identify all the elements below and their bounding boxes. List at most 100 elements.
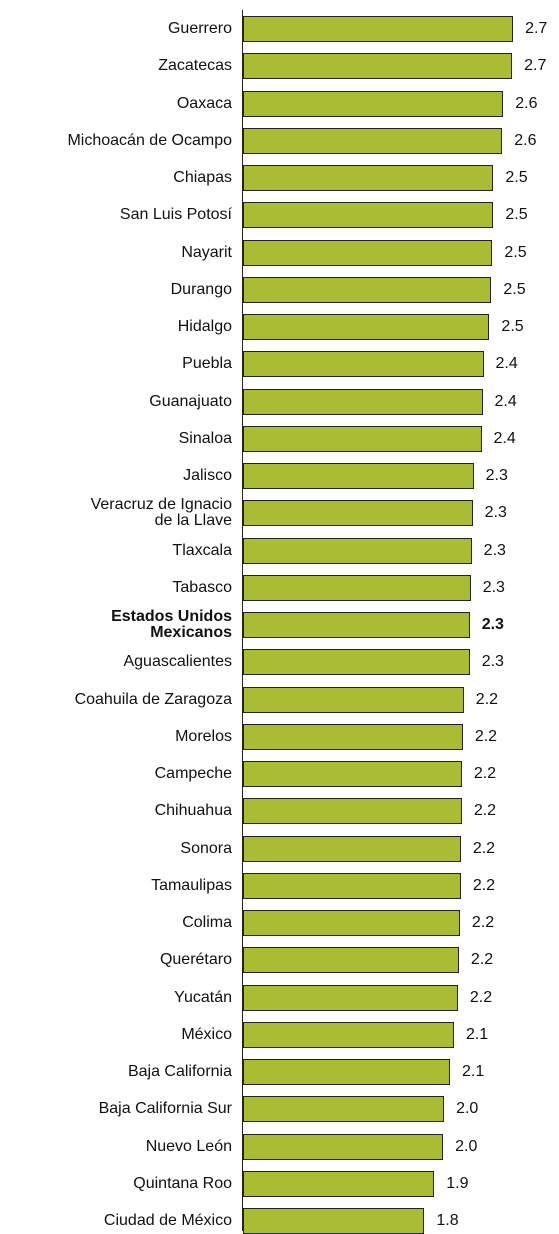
category-label: Baja California xyxy=(127,1063,232,1080)
bar xyxy=(243,761,462,787)
category-label: Nuevo León xyxy=(145,1137,232,1155)
bar xyxy=(243,202,494,229)
category-label: Zacatecas xyxy=(158,57,232,75)
bar xyxy=(243,723,463,750)
value-label: 2.7 xyxy=(524,57,547,75)
category-label: Colima xyxy=(182,914,232,931)
value-label: 2.2 xyxy=(473,802,497,820)
value-label: 2.2 xyxy=(475,690,499,708)
bar xyxy=(243,53,513,80)
value-label: 2.3 xyxy=(481,616,504,633)
category-label: Tabasco xyxy=(172,578,232,596)
bar xyxy=(243,612,470,638)
axis-line xyxy=(242,10,243,1231)
value-label: 2.2 xyxy=(470,951,494,969)
bar xyxy=(243,1096,445,1123)
bar xyxy=(243,686,464,713)
category-label: Nayarit xyxy=(181,243,232,261)
value-label: 2.3 xyxy=(485,467,508,484)
value-label: 2.3 xyxy=(481,653,504,671)
category-label: Ciudad de México xyxy=(103,1212,232,1229)
category-label: Puebla xyxy=(182,355,232,373)
value-label: 2.3 xyxy=(484,504,507,522)
bar xyxy=(243,276,492,303)
bar xyxy=(243,351,484,378)
bar xyxy=(243,574,471,601)
value-label: 2.2 xyxy=(472,876,496,894)
bar xyxy=(243,1208,425,1234)
category-label: Morelos xyxy=(175,727,232,745)
bar xyxy=(243,165,494,191)
bar xyxy=(243,90,504,117)
category-label: Tlaxcala xyxy=(172,541,232,559)
category-label: San Luis Potosí xyxy=(119,206,232,224)
bar xyxy=(243,16,514,42)
value-label: 2.7 xyxy=(525,20,548,37)
category-label: Aguascalientes xyxy=(123,653,232,671)
value-label: 2.1 xyxy=(462,1063,485,1080)
bar xyxy=(243,649,470,676)
value-label: 2.5 xyxy=(501,318,524,335)
category-label: Querétaro xyxy=(159,951,232,969)
value-label: 1.9 xyxy=(446,1174,469,1192)
bar xyxy=(243,425,482,452)
value-label: 2.4 xyxy=(495,355,518,373)
category-label: Baja California Sur xyxy=(98,1100,232,1118)
bar xyxy=(243,872,461,899)
bar xyxy=(243,1170,435,1197)
value-label: 2.6 xyxy=(514,131,537,149)
value-label: 2.5 xyxy=(505,206,528,224)
value-label: 2.0 xyxy=(455,1137,478,1155)
category-label: Durango xyxy=(170,280,232,298)
bar xyxy=(243,984,458,1011)
bar xyxy=(243,835,461,862)
category-label: Tamaulipas xyxy=(151,876,232,894)
bar xyxy=(243,1133,444,1160)
category-label: Michoacán de Ocampo xyxy=(67,131,232,149)
bar xyxy=(243,463,474,489)
bar xyxy=(243,798,462,825)
bar xyxy=(243,314,490,340)
category-label: México xyxy=(181,1025,232,1043)
bar xyxy=(243,127,503,154)
category-label: Hidalgo xyxy=(177,318,232,335)
value-label: 2.5 xyxy=(504,243,527,261)
category-label: Campeche xyxy=(154,765,232,782)
category-label: Sinaloa xyxy=(178,429,232,447)
value-label: 2.2 xyxy=(473,765,497,782)
category-label: Sonora xyxy=(180,839,232,857)
value-label: 2.5 xyxy=(505,169,528,186)
category-label: Estados Unidos Mexicanos xyxy=(111,608,232,641)
category-label: Quintana Roo xyxy=(133,1174,232,1192)
value-label: 2.6 xyxy=(515,94,538,112)
category-label: Guerrero xyxy=(167,20,232,37)
value-label: 1.8 xyxy=(436,1212,459,1229)
value-label: 2.0 xyxy=(456,1100,479,1118)
value-label: 2.2 xyxy=(472,839,496,857)
value-label: 2.2 xyxy=(474,727,498,745)
bar xyxy=(243,500,473,527)
category-label: Coahuila de Zaragoza xyxy=(74,690,232,708)
category-label: Guanajuato xyxy=(149,392,232,410)
category-label: Chiapas xyxy=(173,169,232,186)
category-label: Oaxaca xyxy=(176,94,232,112)
value-label: 2.5 xyxy=(503,280,526,298)
bar xyxy=(243,910,460,936)
bar xyxy=(243,537,472,564)
bar xyxy=(243,239,493,266)
value-label: 2.3 xyxy=(482,578,505,596)
value-label: 2.2 xyxy=(469,988,493,1006)
bar xyxy=(243,388,483,415)
bar xyxy=(243,947,459,974)
category-label: Yucatán xyxy=(174,988,232,1006)
category-label: Chihuahua xyxy=(154,802,232,820)
bar xyxy=(243,1059,450,1085)
value-label: 2.1 xyxy=(465,1025,489,1043)
value-label: 2.2 xyxy=(471,914,495,931)
value-label: 2.4 xyxy=(493,429,516,447)
category-label: Jalisco xyxy=(183,467,232,484)
value-label: 2.4 xyxy=(494,392,517,410)
bar xyxy=(243,1021,454,1048)
value-label: 2.3 xyxy=(483,541,506,559)
